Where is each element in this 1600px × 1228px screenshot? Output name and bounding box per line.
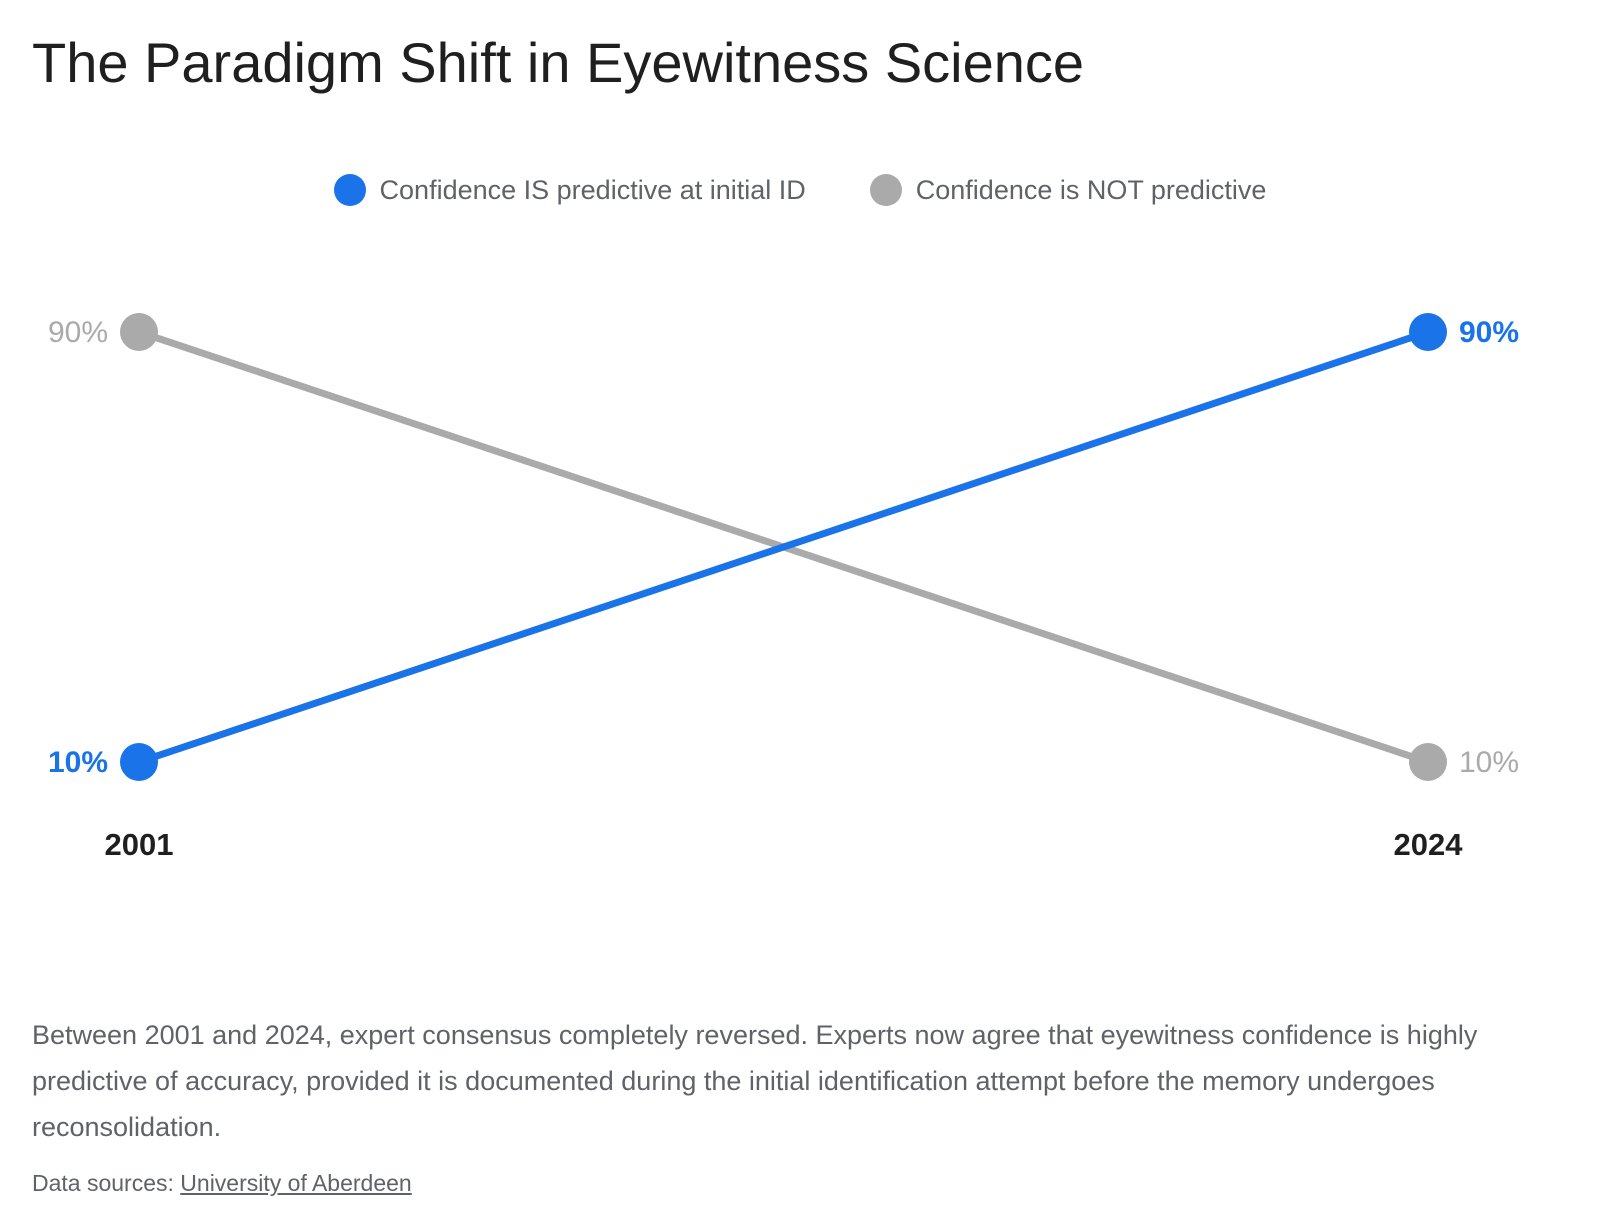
data-source: Data sources: University of Aberdeen xyxy=(32,1170,412,1197)
legend-label-predictive: Confidence IS predictive at initial ID xyxy=(379,174,806,205)
data-label-confidence-is-predictive-at-initial-id-2001: 10% xyxy=(48,746,108,779)
data-point-confidence-is-predictive-at-initial-id-2024 xyxy=(1409,313,1447,351)
data-point-confidence-is-not-predictive-2024 xyxy=(1409,743,1447,781)
source-link[interactable]: University of Aberdeen xyxy=(180,1170,412,1196)
data-label-confidence-is-not-predictive-2024: 10% xyxy=(1459,746,1519,779)
source-prefix: Data sources: xyxy=(32,1170,174,1196)
legend-marker-not-predictive xyxy=(869,174,902,206)
data-label-confidence-is-predictive-at-initial-id-2024: 90% xyxy=(1459,316,1519,349)
data-label-confidence-is-not-predictive-2001: 90% xyxy=(48,316,108,349)
data-point-confidence-is-predictive-at-initial-id-2001 xyxy=(120,743,158,781)
legend-item-predictive: Confidence IS predictive at initial ID xyxy=(333,174,806,206)
slope-chart: 90% 10% 10% 90% 2001 2024 xyxy=(48,313,1519,862)
chart-legend: Confidence IS predictive at initial ID C… xyxy=(0,170,1600,210)
chart-description: Between 2001 and 2024, expert consensus … xyxy=(32,1020,1478,1142)
legend-marker-predictive xyxy=(333,174,366,206)
data-point-confidence-is-not-predictive-2001 xyxy=(120,313,158,351)
x-tick-label-2001: 2001 xyxy=(105,827,174,862)
legend-item-not-predictive: Confidence is NOT predictive xyxy=(869,174,1267,206)
legend-label-not-predictive: Confidence is NOT predictive xyxy=(915,174,1267,205)
x-tick-label-2024: 2024 xyxy=(1394,827,1464,862)
chart-title: The Paradigm Shift in Eyewitness Science xyxy=(32,31,1085,94)
series-line-confidence-is-predictive-at-initial-id xyxy=(135,328,1432,766)
